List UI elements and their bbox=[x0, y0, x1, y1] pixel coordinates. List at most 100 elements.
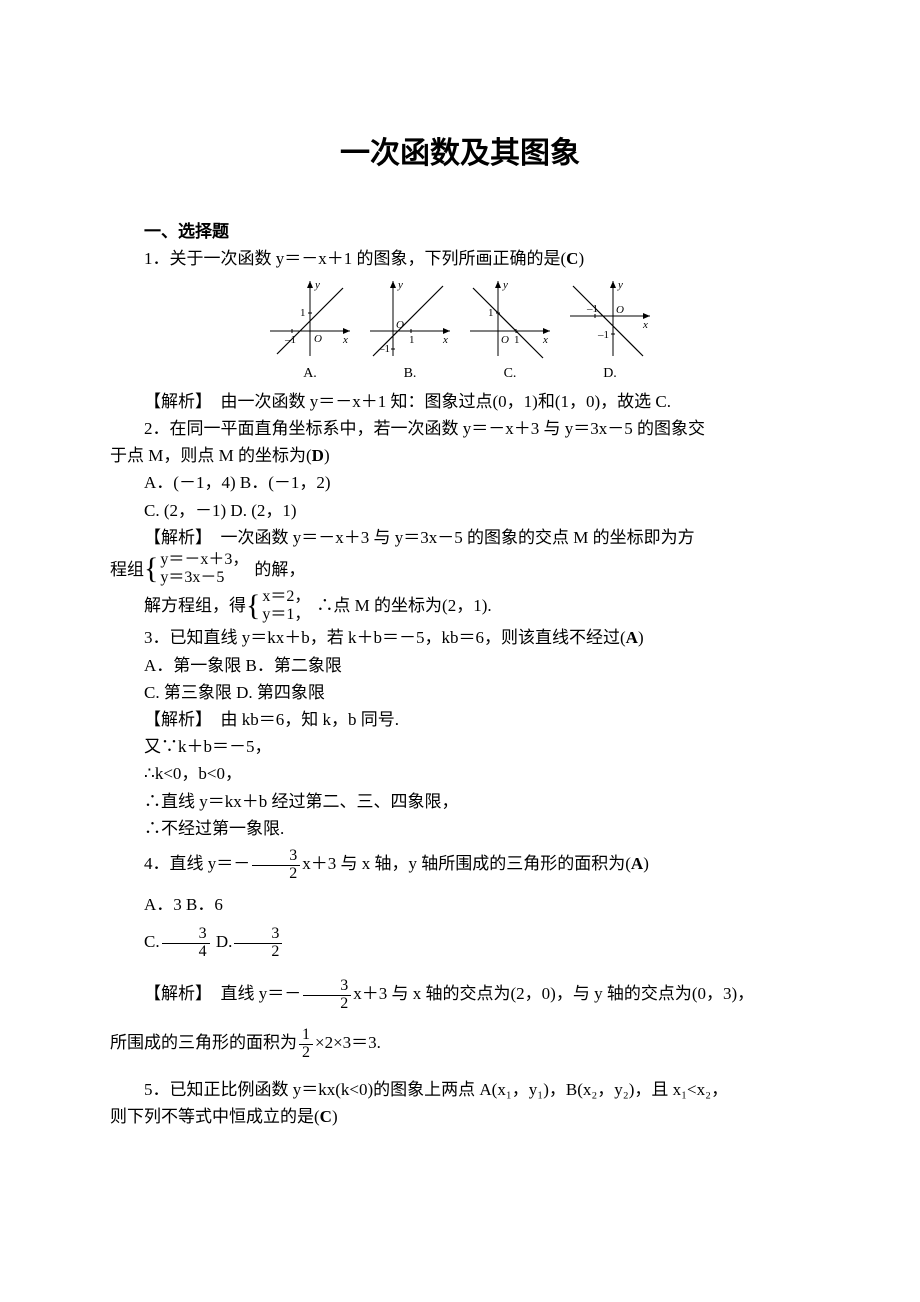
graph-d-label: D. bbox=[565, 363, 655, 385]
brace-icon: { bbox=[144, 554, 158, 584]
q4-b: x＋3 与 x 轴，y 轴所围成的三角形的面积为( bbox=[302, 854, 631, 873]
q4-exp-b: x＋3 与 x 轴的交点为(2，0)，与 y 轴的交点为(0，3)， bbox=[353, 985, 754, 1004]
q4-exp-a: 直线 y＝－ bbox=[221, 985, 302, 1004]
q3-e1-t: 由 kb＝6，知 k，b 同号. bbox=[221, 710, 400, 729]
q3-opts-ab: A．第一象限 B．第二象限 bbox=[110, 652, 810, 679]
q3-e4: ∴直线 y＝kx＋b 经过第二、三、四象限， bbox=[110, 788, 810, 815]
q4-a: 4．直线 y＝－ bbox=[144, 854, 250, 873]
q3-end: ) bbox=[638, 628, 644, 647]
svg-text:y: y bbox=[617, 279, 623, 291]
q2-exp-a: 一次函数 y＝－x＋3 与 y＝3x－5 的图象的交点 M 的坐标即为方 bbox=[221, 528, 695, 547]
explain-label: 【解析】 bbox=[144, 985, 204, 1004]
q2-exp-e: ∴点 M 的坐标为(2，1). bbox=[316, 592, 491, 619]
frac-1-2: 12 bbox=[299, 1027, 313, 1062]
q4-exp-l2: 所围成的三角形的面积为12×2×3＝3. bbox=[110, 1027, 810, 1062]
page-title: 一次函数及其图象 bbox=[110, 130, 810, 178]
q2-exp-d: 解方程组，得 bbox=[144, 592, 246, 619]
svg-text:O: O bbox=[501, 334, 509, 346]
q4-exp-l1: 【解析】 直线 y＝－32x＋3 与 x 轴的交点为(2，0)，与 y 轴的交点… bbox=[110, 978, 810, 1013]
svg-text:1: 1 bbox=[409, 334, 415, 346]
frac-3-2c: 32 bbox=[303, 978, 351, 1013]
graph-b: x y O 1 –1 B. bbox=[365, 276, 455, 385]
q4-end: ) bbox=[643, 854, 649, 873]
svg-text:O: O bbox=[314, 333, 322, 345]
q4-opts-ab: A．3 B．6 bbox=[110, 891, 810, 918]
sys1-line2: y＝3x－5 bbox=[160, 569, 248, 587]
q4-exp-c: 所围成的三角形的面积为 bbox=[110, 1033, 297, 1052]
graph-c: x y O 1 1 C. bbox=[465, 276, 555, 385]
svg-text:1: 1 bbox=[488, 307, 494, 319]
frac-3-4: 34 bbox=[162, 926, 210, 961]
q2-exp-c: 的解， bbox=[254, 556, 305, 583]
graph-a-label: A. bbox=[265, 363, 355, 385]
q3-stem: 3．已知直线 y＝kx＋b，若 k＋b＝－5，kb＝6，则该直线不经过(A) bbox=[110, 624, 810, 651]
system-1: { y＝－x＋3， y＝3x－5 bbox=[144, 551, 248, 588]
q1-end: ) bbox=[578, 249, 584, 268]
q4-stem: 4．直线 y＝－32x＋3 与 x 轴，y 轴所围成的三角形的面积为(A) bbox=[110, 848, 810, 883]
graph-c-label: C. bbox=[465, 363, 555, 385]
sys1-line1: y＝－x＋3， bbox=[160, 551, 248, 569]
graph-d: x y O –1 –1 D. bbox=[565, 276, 655, 385]
q3-answer: A bbox=[626, 628, 638, 647]
q1-stem: 1．关于一次函数 y＝－x＋1 的图象，下列所画正确的是(C) bbox=[110, 245, 810, 272]
graph-b-label: B. bbox=[365, 363, 455, 385]
frac-3-2: 32 bbox=[252, 848, 300, 883]
q2-explain-l1: 【解析】 一次函数 y＝－x＋3 与 y＝3x－5 的图象的交点 M 的坐标即为… bbox=[110, 524, 810, 551]
graph-c-svg: x y O 1 1 bbox=[465, 276, 555, 361]
q2-stem-l1: 2．在同一平面直角坐标系中，若一次函数 y＝－x＋3 与 y＝3x－5 的图象交 bbox=[110, 415, 810, 442]
svg-text:x: x bbox=[542, 334, 548, 346]
svg-text:y: y bbox=[397, 279, 403, 291]
explain-label: 【解析】 bbox=[144, 528, 204, 547]
q5-l2: 则下列不等式中恒成立的是(C) bbox=[110, 1103, 810, 1130]
q5-l2b: ) bbox=[332, 1107, 338, 1126]
q2-explain-l2: 程组 { y＝－x＋3， y＝3x－5 的解， bbox=[110, 551, 810, 588]
svg-text:1: 1 bbox=[300, 307, 306, 319]
frac-3-2b: 32 bbox=[234, 926, 282, 961]
system-2: { x＝2， y＝1， bbox=[246, 588, 310, 625]
graph-d-svg: x y O –1 –1 bbox=[565, 276, 655, 361]
svg-text:–1: –1 bbox=[597, 329, 609, 341]
section-heading: 一、选择题 bbox=[110, 218, 810, 245]
q5-l1: 5．已知正比例函数 y＝kx(k<0)的图象上两点 A(x₁，y₁)，B(x₂，… bbox=[110, 1076, 810, 1103]
svg-text:–1: –1 bbox=[284, 334, 296, 346]
q4-answer: A bbox=[631, 854, 643, 873]
explain-label: 【解析】 bbox=[144, 710, 204, 729]
q1-explain-text: 由一次函数 y＝－x＋1 知：图象过点(0，1)和(1，0)，故选 C. bbox=[221, 392, 671, 411]
q5-l2a: 则下列不等式中恒成立的是( bbox=[110, 1107, 320, 1126]
q5-answer: C bbox=[320, 1107, 332, 1126]
q2-text2: 于点 M，则点 M 的坐标为( bbox=[110, 446, 312, 465]
q2-opts-cd: C. (2，－1) D. (2，1) bbox=[110, 497, 810, 524]
q2-answer: D bbox=[312, 446, 324, 465]
svg-text:1: 1 bbox=[514, 334, 520, 346]
q1-graphs: x y O –1 1 A. x y O 1 –1 bbox=[110, 276, 810, 385]
q4-opts-cd: C.34 D.32 bbox=[110, 926, 810, 961]
q4-exp-d: ×2×3＝3. bbox=[315, 1033, 381, 1052]
q4-optd-pre: D. bbox=[212, 932, 233, 951]
q2-stem-l2: 于点 M，则点 M 的坐标为(D) bbox=[110, 442, 810, 469]
q4-optc-pre: C. bbox=[144, 932, 160, 951]
svg-text:y: y bbox=[314, 279, 320, 291]
q3-e5: ∴不经过第一象限. bbox=[110, 815, 810, 842]
graph-b-svg: x y O 1 –1 bbox=[365, 276, 455, 361]
svg-text:O: O bbox=[616, 304, 624, 316]
q2-explain-l3: 解方程组，得 { x＝2， y＝1， ∴点 M 的坐标为(2，1). bbox=[110, 588, 810, 625]
q3-text: 3．已知直线 y＝kx＋b，若 k＋b＝－5，kb＝6，则该直线不经过( bbox=[144, 628, 626, 647]
svg-text:x: x bbox=[442, 334, 448, 346]
q1-text: 1．关于一次函数 y＝－x＋1 的图象，下列所画正确的是( bbox=[144, 249, 566, 268]
q2-end: ) bbox=[324, 446, 330, 465]
graph-a: x y O –1 1 A. bbox=[265, 276, 355, 385]
page: 一次函数及其图象 一、选择题 1．关于一次函数 y＝－x＋1 的图象，下列所画正… bbox=[0, 0, 920, 1302]
q2-opts-ab: A．(－1，4) B．(－1，2) bbox=[110, 469, 810, 496]
q3-e1: 【解析】 由 kb＝6，知 k，b 同号. bbox=[110, 706, 810, 733]
svg-text:–1: –1 bbox=[586, 303, 598, 315]
sys2-line1: x＝2， bbox=[262, 588, 310, 606]
q3-e2: 又∵k＋b＝－5， bbox=[110, 733, 810, 760]
brace-icon: { bbox=[246, 591, 260, 621]
sys2-line2: y＝1， bbox=[262, 606, 310, 624]
svg-text:x: x bbox=[642, 319, 648, 331]
q1-answer: C bbox=[566, 249, 578, 268]
q1-explain: 【解析】 由一次函数 y＝－x＋1 知：图象过点(0，1)和(1，0)，故选 C… bbox=[110, 388, 810, 415]
q3-e3: ∴k<0，b<0， bbox=[110, 760, 810, 787]
svg-text:O: O bbox=[396, 319, 404, 331]
graph-a-svg: x y O –1 1 bbox=[265, 276, 355, 361]
